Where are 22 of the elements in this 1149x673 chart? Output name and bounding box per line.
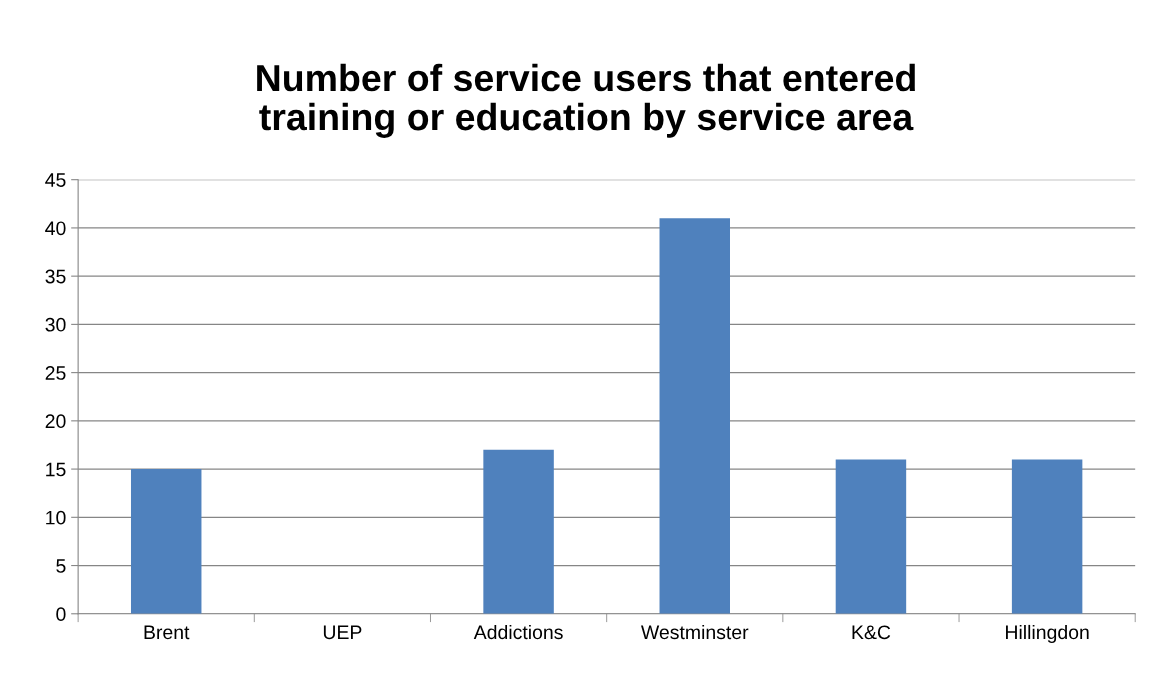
x-tick-label: Brent xyxy=(144,625,190,640)
chart-title: Number of service users that entered training or education by service area xyxy=(257,63,915,138)
x-tick-label: Addictions xyxy=(473,624,563,640)
y-tick-label: 35 xyxy=(45,269,66,284)
bar xyxy=(1011,459,1083,614)
y-tick-label: 15 xyxy=(46,462,66,477)
y-tick-label: 40 xyxy=(45,221,66,236)
bar xyxy=(835,459,907,614)
x-tick-label: K&C xyxy=(852,625,891,640)
y-tick-label: 45 xyxy=(45,173,66,187)
bar xyxy=(483,449,554,614)
y-tick-label: 5 xyxy=(56,559,66,573)
x-tick-label: Westminster xyxy=(641,624,749,640)
y-tick-label: 10 xyxy=(46,510,66,525)
y-tick-label: 25 xyxy=(45,366,66,380)
y-tick-label: 20 xyxy=(45,414,66,429)
x-tick-label: Hillingdon xyxy=(1006,624,1089,644)
bar xyxy=(659,218,730,614)
y-tick-label: 0 xyxy=(56,607,66,622)
x-tick-label: UEP xyxy=(323,625,362,640)
bar xyxy=(130,469,202,614)
y-tick-label: 30 xyxy=(45,317,66,332)
